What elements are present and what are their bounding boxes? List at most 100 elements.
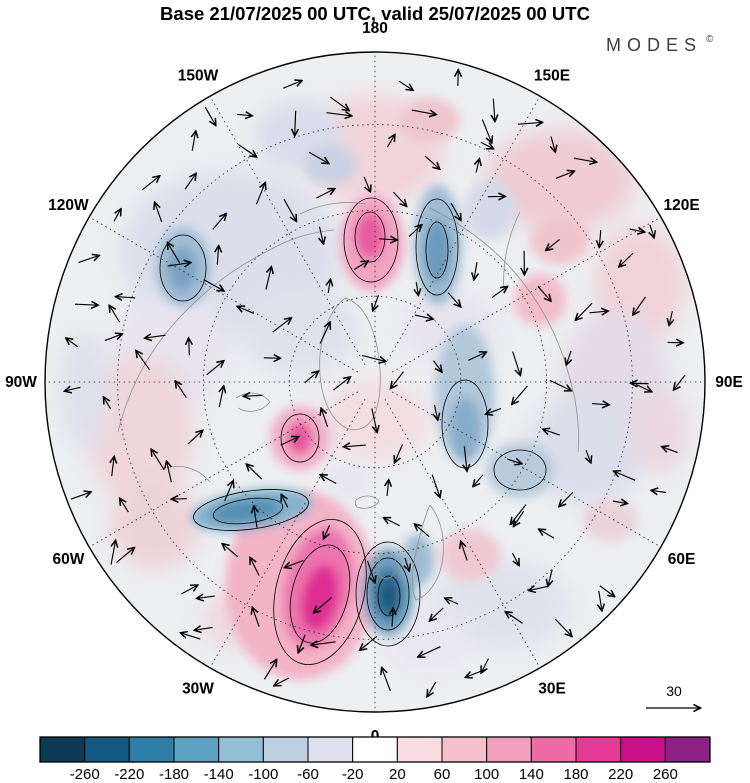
wind-arrow [238, 144, 256, 157]
wind-arrow [554, 618, 571, 636]
wind-arrow [366, 560, 374, 583]
wind-arrow [546, 239, 560, 250]
wind-arrow [272, 318, 291, 333]
wind-arrow [512, 385, 528, 404]
wind-arrow [418, 646, 441, 657]
anomaly-blob [485, 130, 635, 230]
wind-arrow [176, 381, 187, 399]
wind-arrow [333, 377, 349, 391]
coastline [429, 207, 579, 453]
wind-arrow [252, 608, 260, 627]
longitude-label: 120E [663, 197, 699, 214]
wind-arrow [283, 198, 296, 221]
wind-arrow [514, 510, 525, 526]
anomaly-blob [287, 421, 313, 455]
wind-arrow [398, 80, 413, 90]
anomaly-blob [328, 460, 372, 500]
contour-ring [159, 234, 207, 302]
wind-arrow [113, 209, 121, 222]
wind-arrow [474, 261, 477, 279]
colorbar-border [39, 736, 711, 763]
wind-arrow [476, 159, 479, 173]
wind-arrow [586, 449, 591, 462]
coastlines [117, 202, 579, 601]
wind-arrow [395, 444, 404, 463]
anomaly-blob [60, 330, 110, 450]
wind-arrow [612, 501, 627, 503]
longitude-label: 90W [5, 374, 37, 391]
wind-arrow [237, 114, 251, 115]
wind-arrow [74, 304, 98, 305]
coastline [411, 504, 444, 601]
anomaly-blob [240, 285, 360, 375]
colorbar-cell [486, 736, 532, 763]
wind-arrow [224, 481, 233, 502]
wind-arrow [280, 437, 299, 446]
wind-arrow [379, 239, 396, 240]
chart-title: Base 21/07/2025 00 UTC, valid 25/07/2025… [160, 3, 590, 24]
colorbar-cell [441, 736, 488, 763]
wind-arrow [433, 360, 441, 372]
wind-arrow [416, 282, 418, 295]
wind-arrow [382, 668, 391, 692]
wind-arrow [184, 174, 196, 190]
wind-arrow [652, 490, 667, 492]
wind-arrow [304, 371, 318, 384]
wind-arrow [181, 585, 197, 595]
longitude-label: 30E [538, 681, 566, 698]
wind-arrow [112, 457, 114, 477]
wind-arrow [155, 203, 163, 223]
wind-arrow [312, 642, 336, 645]
contour-ring [415, 198, 459, 296]
wind-arrow [529, 586, 548, 590]
anomaly-blob [402, 534, 434, 586]
meridian-line [391, 391, 661, 548]
longitude-label: 60E [668, 551, 696, 568]
wind-arrow [427, 681, 437, 696]
meridian-line [209, 398, 366, 668]
wind-arrow [145, 335, 166, 338]
wind-arrow [274, 677, 289, 685]
wind-arrow [109, 306, 121, 323]
contour-ring [354, 211, 386, 263]
wind-arrow [548, 569, 552, 586]
wind-arrow [392, 191, 406, 206]
meridian-line [384, 398, 541, 668]
contour-ring [280, 413, 320, 463]
colorbar-cell [39, 736, 86, 763]
wind-arrow [559, 492, 574, 506]
wind-arrow [116, 297, 136, 298]
colorbar-tick-label: -60 [297, 766, 319, 783]
anomaly-blob [400, 98, 460, 142]
anomaly-blob [514, 274, 566, 326]
colorbar-cell [262, 736, 309, 763]
anomaly-blob [582, 498, 638, 542]
colorbar-tick-label: 260 [653, 766, 678, 783]
wind-arrow [431, 474, 440, 497]
longitude-label: 150E [534, 67, 570, 84]
wind-arrow [650, 224, 654, 238]
wind-arrow [392, 608, 393, 627]
anomaly-blob [320, 380, 430, 460]
wind-arrow [599, 230, 600, 247]
wind-arrow [141, 176, 159, 191]
contour-ring [425, 221, 449, 279]
latitude-circle [202, 209, 548, 555]
wind-arrow [599, 590, 602, 610]
wind-arrow [238, 307, 255, 314]
colorbar-tick-label: -100 [248, 766, 278, 783]
contour-ring [273, 519, 367, 665]
contour-ring [377, 575, 401, 617]
colorbar-tick-label: 220 [608, 766, 633, 783]
anomaly-blob [424, 220, 450, 284]
wind-arrow [324, 525, 331, 538]
colorbar-cell [396, 736, 443, 763]
wind-arrow [373, 295, 379, 310]
wind-arrow [254, 507, 257, 528]
colorbar-tick-label: -220 [114, 766, 144, 783]
modes-logo-mark: © [706, 34, 714, 45]
wind-arrow [506, 612, 523, 624]
colorbar-cell [352, 736, 398, 763]
wind-arrow [321, 409, 329, 428]
wind-arrow [167, 263, 191, 266]
